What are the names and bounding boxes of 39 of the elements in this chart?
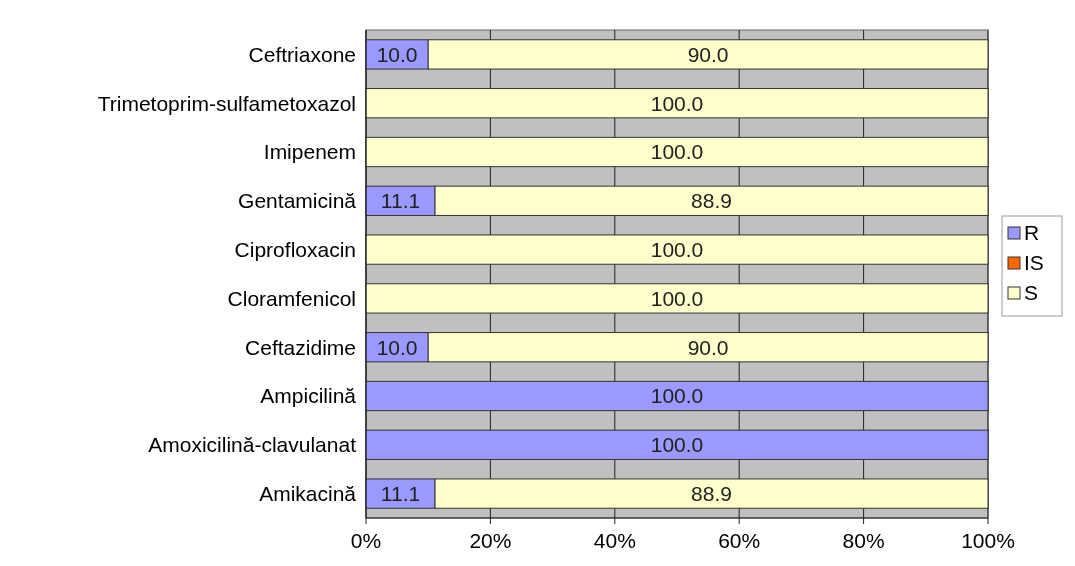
data-label: 10.0 bbox=[376, 42, 418, 66]
data-label: 100.0 bbox=[650, 433, 704, 457]
bar bbox=[365, 380, 989, 412]
data-label: 10.0 bbox=[376, 335, 418, 359]
data-label: 100.0 bbox=[650, 140, 704, 164]
y-tick-label: Ceftazidime bbox=[245, 335, 356, 359]
y-tick-label: Imipenem bbox=[263, 140, 356, 164]
y-tick-label: Gentamicină bbox=[238, 189, 357, 213]
y-tick-label: Ciprofloxacin bbox=[234, 237, 356, 261]
y-tick-label: Ceftriaxone bbox=[248, 42, 356, 66]
y-tick-label: Amikacină bbox=[259, 481, 357, 505]
y-tick-label: Ampicilină bbox=[260, 384, 357, 408]
y-tick-label: Amoxicilină-clavulanat bbox=[148, 433, 357, 457]
x-tick-label: 40% bbox=[593, 529, 636, 552]
data-label: 100.0 bbox=[650, 286, 704, 310]
y-tick-label: Cloramfenicol bbox=[227, 286, 356, 310]
data-label: 88.9 bbox=[691, 481, 732, 505]
bar bbox=[365, 429, 989, 460]
data-label: 11.1 bbox=[380, 481, 421, 505]
x-tick-label: 0% bbox=[350, 529, 382, 552]
bar bbox=[365, 283, 989, 314]
data-label: 90.0 bbox=[687, 42, 729, 66]
bar bbox=[365, 136, 989, 168]
data-label: 88.9 bbox=[691, 189, 732, 213]
legend-label: S bbox=[1024, 281, 1039, 305]
x-tick-label: 60% bbox=[718, 529, 761, 552]
data-label: 100.0 bbox=[650, 237, 704, 261]
data-label: 11.1 bbox=[380, 189, 421, 213]
legend-label: R bbox=[1024, 221, 1040, 245]
data-label: 100.0 bbox=[650, 91, 704, 115]
y-tick-label: Trimetoprim-sulfametoxazol bbox=[97, 91, 356, 115]
legend-label: IS bbox=[1024, 251, 1044, 275]
bar bbox=[365, 234, 989, 265]
x-tick-label: 80% bbox=[842, 529, 885, 552]
data-label: 90.0 bbox=[687, 335, 729, 359]
data-label: 100.0 bbox=[650, 384, 704, 408]
bar bbox=[365, 88, 989, 119]
x-tick-label: 20% bbox=[469, 529, 512, 552]
x-tick-label: 100% bbox=[961, 529, 1015, 552]
